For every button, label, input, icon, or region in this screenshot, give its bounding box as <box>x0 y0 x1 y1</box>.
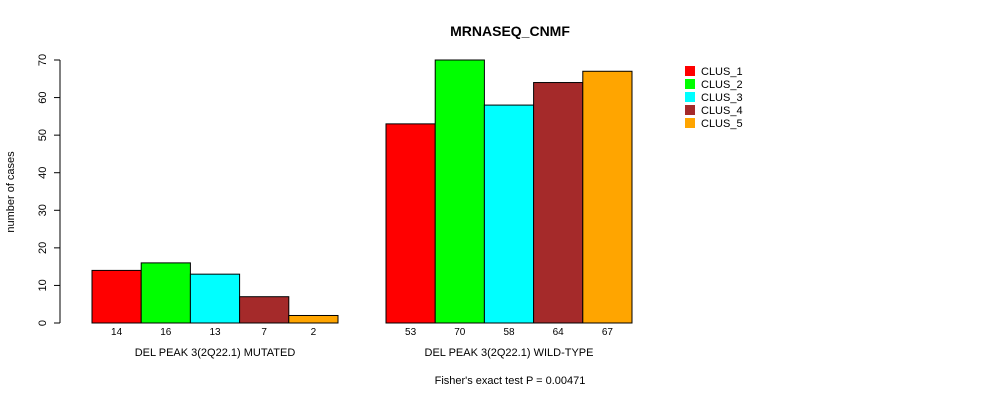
legend-swatch <box>685 105 695 115</box>
bar-count-label: 58 <box>503 327 515 338</box>
legend-label: CLUS_1 <box>701 66 743 78</box>
legend-swatch <box>685 79 695 89</box>
legend-label: CLUS_3 <box>701 92 743 104</box>
bar-clus-3 <box>483 104 535 324</box>
bar-count-label: 70 <box>454 327 466 338</box>
bar-clus-5 <box>288 314 339 324</box>
bar-clus-2 <box>140 262 191 324</box>
bar-count-label: 16 <box>160 327 172 338</box>
bar-count-label: 53 <box>405 327 417 338</box>
y-tick-label: 50 <box>37 129 49 141</box>
bar-count-label: 67 <box>602 327 614 338</box>
bar-clus-1 <box>91 269 142 324</box>
bar-count-label: 2 <box>311 327 317 338</box>
legend-item: CLUS_1 <box>685 66 743 78</box>
y-tick-label: 0 <box>37 320 49 326</box>
legend-swatch <box>685 92 695 102</box>
bar-clus-4 <box>239 296 290 324</box>
bar-groups: 14 16 13 7 2 DEL PEAK 3(2Q22.1) MUTATED 53 70 58… <box>91 59 633 359</box>
y-tick-label: 40 <box>37 167 49 179</box>
chart-title: MRNASEQ_CNMF <box>450 23 570 39</box>
y-tick-label: 60 <box>37 91 49 103</box>
footnote: Fisher's exact test P = 0.00471 <box>435 375 586 387</box>
y-tick-label: 10 <box>37 279 49 291</box>
bar-count-label: 14 <box>111 327 123 338</box>
group-label: DEL PEAK 3(2Q22.1) MUTATED <box>135 347 296 359</box>
bar-clus-3 <box>189 273 241 324</box>
legend-swatch <box>685 66 695 76</box>
bar-group: 14 16 13 7 2 DEL PEAK 3(2Q22.1) MUTATED <box>91 262 339 359</box>
legend-item: CLUS_2 <box>685 79 743 91</box>
legend-item: CLUS_3 <box>685 92 743 104</box>
bar-clus-2 <box>434 59 485 324</box>
legend-item: CLUS_5 <box>685 118 743 130</box>
y-tick-label: 30 <box>37 204 49 216</box>
bar-count-label: 64 <box>553 327 565 338</box>
y-tick-label: 20 <box>37 242 49 254</box>
bar-group: 53 70 58 64 67 DEL PEAK 3(2Q22.1) WILD-TYPE <box>385 59 633 359</box>
y-tick-label: 70 <box>37 54 49 66</box>
bar-clus-1 <box>385 123 436 324</box>
legend-label: CLUS_2 <box>701 79 743 91</box>
bar-count-label: 7 <box>261 327 267 338</box>
legend-label: CLUS_4 <box>701 105 743 117</box>
bar-clus-5 <box>582 70 633 324</box>
group-label: DEL PEAK 3(2Q22.1) WILD-TYPE <box>425 347 594 359</box>
y-axis-label: number of cases <box>5 151 17 233</box>
bar-count-label: 13 <box>209 327 221 338</box>
bar-clus-4 <box>533 82 584 324</box>
y-axis: 0 10 20 30 40 50 60 70 <box>37 54 61 326</box>
legend-swatch <box>685 118 695 128</box>
legend-label: CLUS_5 <box>701 118 743 130</box>
legend-item: CLUS_4 <box>685 105 743 117</box>
